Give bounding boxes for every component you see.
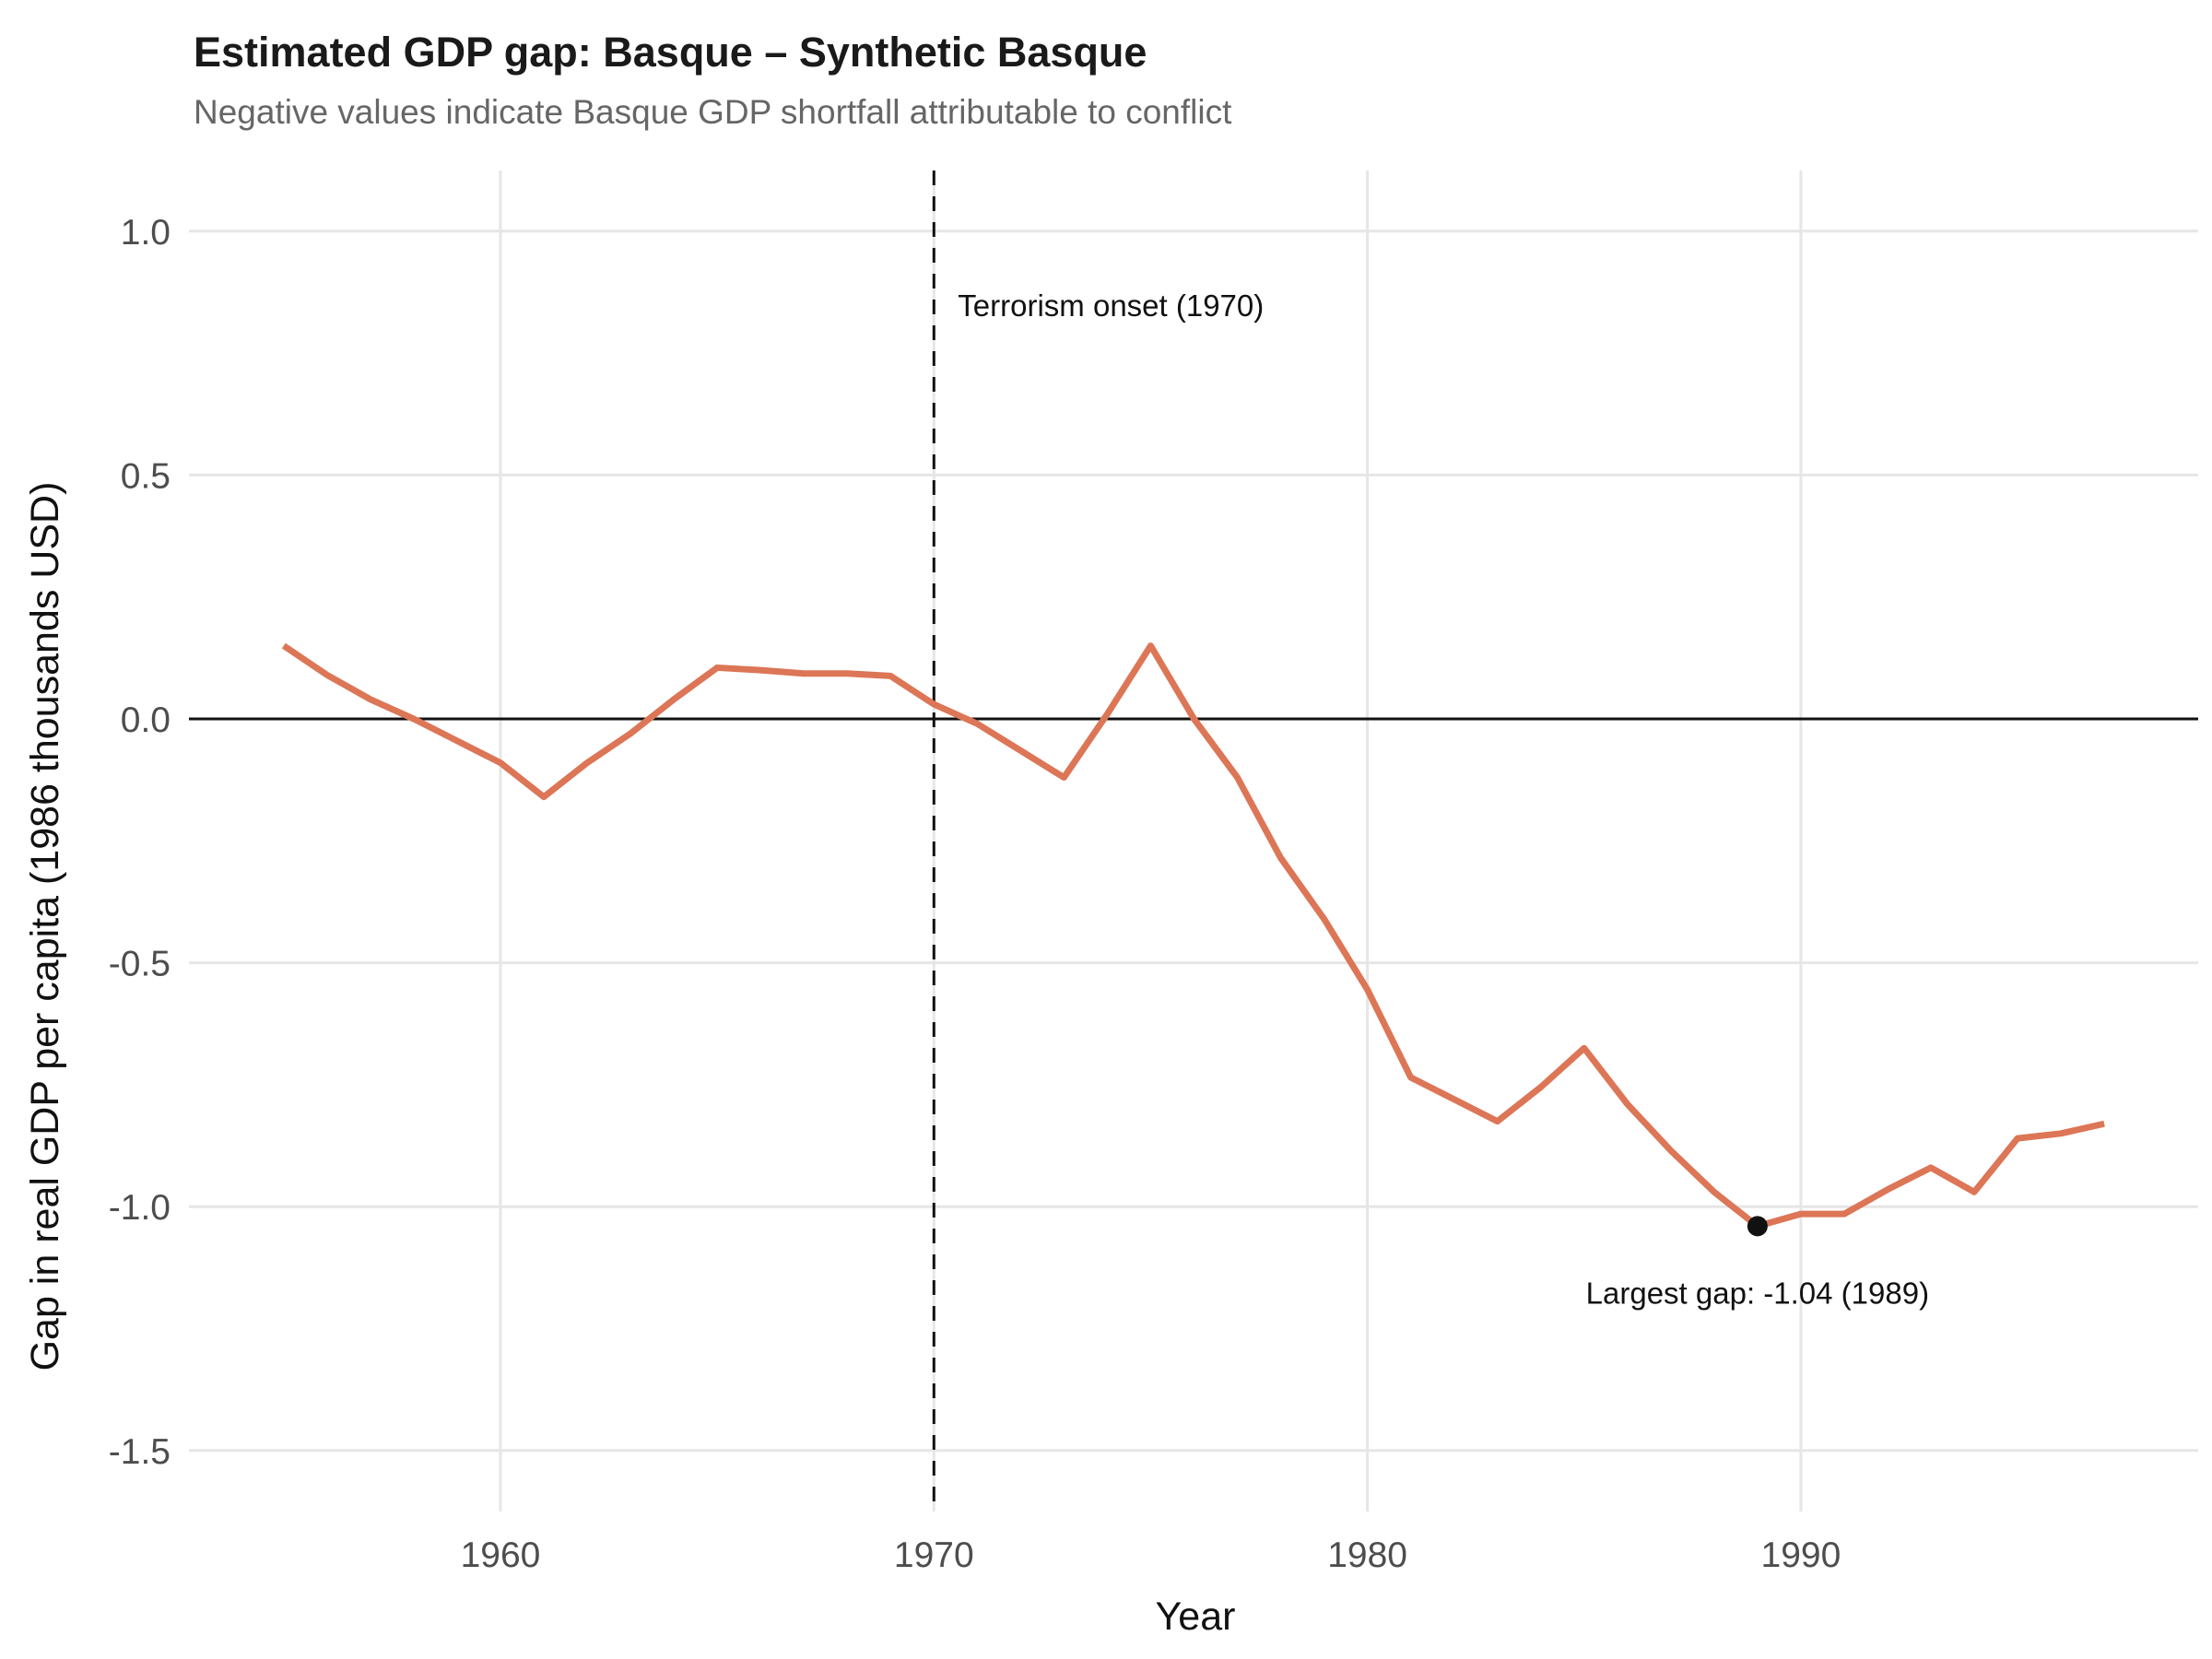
x-tick-label: 1970	[894, 1535, 974, 1575]
y-tick-label: 0.5	[121, 456, 171, 496]
gap-series-line	[281, 642, 2105, 1230]
largest-gap-point	[1747, 1216, 1768, 1237]
x-tick-label: 1980	[1327, 1535, 1407, 1575]
y-tick-label: -0.5	[109, 945, 171, 984]
y-tick-label: 1.0	[121, 213, 171, 253]
y-tick-label: -1.5	[109, 1432, 171, 1472]
x-tick-label: 1990	[1761, 1535, 1841, 1575]
chart-title: Estimated GDP gap: Basque – Synthetic Ba…	[194, 29, 1147, 76]
y-tick-label: -1.0	[109, 1188, 171, 1228]
y-tick-label: 0.0	[121, 700, 171, 740]
largest-gap-annotation: Largest gap: -1.04 (1989)	[1586, 1276, 1929, 1310]
x-tick-label: 1960	[461, 1535, 541, 1575]
series-points	[283, 645, 2105, 1227]
y-axis-ticks: 1.0 0.5 0.0 -0.5 -1.0 -1.5	[109, 213, 171, 1472]
chart-subtitle: Negative values indicate Basque GDP shor…	[194, 93, 1232, 131]
x-axis-ticks: 1960 1970 1980 1990	[461, 1535, 1841, 1575]
x-axis-title: Year	[1156, 1594, 1236, 1639]
y-axis-title: Gap in real GDP per capita (1986 thousan…	[23, 482, 67, 1371]
grid-lines	[189, 171, 2198, 1512]
onset-annotation: Terrorism onset (1970)	[958, 288, 1264, 323]
